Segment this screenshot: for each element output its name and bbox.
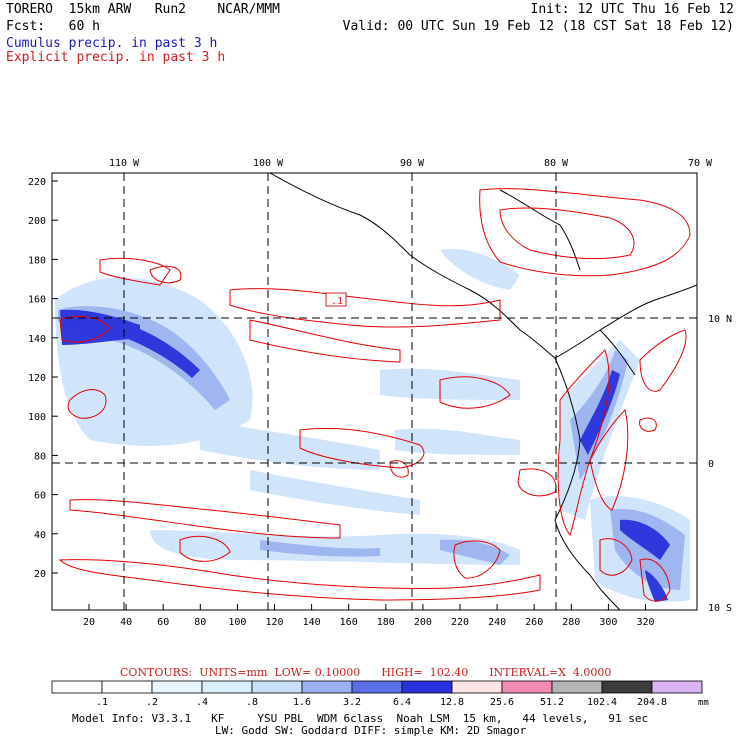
colorbar-unit: mm: [698, 698, 709, 708]
left-tick-label: 120: [28, 373, 46, 384]
lon-label-110w: 110 W: [109, 158, 140, 169]
lon-label-70w: 70 W: [688, 158, 713, 169]
colorbar-label: 102.4: [587, 697, 617, 708]
lat-lon-grid: [52, 173, 697, 610]
colorbar-swatch: [401, 680, 453, 694]
colorbar-label: 3.2: [343, 697, 361, 708]
left-tick-label: 220: [28, 177, 46, 188]
bottom-tick-label: 260: [525, 617, 543, 628]
colorbar: .1 .2 .4 .8 1.6 3.2 6.4 12.8 25.6 51.2 102.4 204.8: [51, 680, 703, 708]
lon-label-100w: 100 W: [253, 158, 284, 169]
colorbar-swatch: [651, 680, 703, 694]
colorbar-swatch: [451, 680, 503, 694]
bottom-tick-label: 320: [636, 617, 654, 628]
bottom-tick-label: 240: [488, 617, 506, 628]
bottom-tick-label: 200: [414, 617, 432, 628]
contour-label: .1: [331, 296, 343, 307]
colorbar-swatch: [301, 680, 353, 694]
colorbar-swatch: [351, 680, 403, 694]
bottom-tick-label: 160: [340, 617, 358, 628]
colorbar-label: 204.8: [637, 697, 667, 708]
left-tick-label: 20: [34, 569, 46, 580]
contour-label-box: [325, 292, 347, 307]
precip-fields: [55, 249, 690, 602]
bottom-tick-label: 60: [157, 617, 169, 628]
left-tick-label: 200: [28, 216, 46, 227]
bottom-tick-label: 140: [303, 617, 321, 628]
bottom-tick-label: 100: [228, 617, 246, 628]
init-time: Init: 12 UTC Thu 16 Feb 12: [530, 2, 735, 17]
bottom-tick-label: 120: [265, 617, 283, 628]
left-tick-label: 60: [34, 491, 46, 502]
lat-label-10n: 10 N: [708, 314, 732, 325]
colorbar-label: 12.8: [440, 697, 464, 708]
colorbar-label: 1.6: [293, 697, 311, 708]
colorbar-swatch: [601, 680, 653, 694]
model-info-line1: Model Info: V3.3.1 KF YSU PBL WDM 6class…: [72, 712, 649, 725]
bottom-tick-label: 220: [451, 617, 469, 628]
lat-label-0: 0: [708, 459, 714, 470]
explicit-contours: [58, 188, 691, 602]
colorbar-swatch: [201, 680, 253, 694]
left-tick-label: 100: [28, 412, 46, 423]
bottom-tick-label: 280: [562, 617, 580, 628]
colorbar-label: .4: [196, 697, 208, 708]
left-tick-label: 160: [28, 295, 46, 306]
colorbar-label: 51.2: [540, 697, 564, 708]
lon-label-80w: 80 W: [544, 158, 569, 169]
bottom-tick-label: 40: [120, 617, 132, 628]
bottom-tick-label: 20: [83, 617, 95, 628]
colorbar-label: .2: [146, 697, 158, 708]
colorbar-swatch: [151, 680, 203, 694]
left-tick-label: 40: [34, 530, 46, 541]
forecast-hour: Fcst: 60 h: [6, 19, 100, 34]
bottom-tick-label: 180: [377, 617, 395, 628]
legend-cumulus: Cumulus precip. in past 3 h: [6, 36, 218, 51]
colorbar-label: .1: [96, 697, 108, 708]
left-tick-label: 80: [34, 451, 46, 462]
left-tick-labels: 220 200 180 160 140 120 100 80 60 40 20: [28, 177, 58, 580]
colorbar-swatch: [101, 680, 153, 694]
colorbar-label: .8: [246, 697, 258, 708]
colorbar-swatch: [251, 680, 303, 694]
model-info-line2: LW: Godd SW: Goddard DIFF: simple KM: 2D…: [215, 724, 527, 737]
legend-explicit: Explicit precip. in past 3 h: [6, 50, 226, 65]
colorbar-swatch: [51, 680, 103, 694]
valid-time: Valid: 00 UTC Sun 19 Feb 12 (18 CST Sat …: [342, 19, 734, 34]
colorbar-swatch: [501, 680, 553, 694]
title-line: TORERO 15km ARW Run2 NCAR/MMM: [6, 2, 280, 17]
colorbar-label: 25.6: [490, 697, 514, 708]
contours-info: CONTOURS: UNITS=mm LOW= 0.10000 HIGH= 10…: [120, 666, 612, 679]
bottom-tick-label: 80: [194, 617, 206, 628]
bottom-tick-label: 300: [599, 617, 617, 628]
lon-label-90w: 90 W: [400, 158, 425, 169]
colorbar-label: 6.4: [393, 697, 411, 708]
bottom-tick-labels: 20 40 60 80 100 120 140 160 180 200 220 240 260 280 30…: [83, 604, 655, 628]
left-tick-label: 140: [28, 334, 46, 345]
plot-frame: [51, 172, 698, 611]
lat-label-10s: 10 S: [708, 603, 732, 614]
colorbar-swatch: [551, 680, 603, 694]
left-tick-label: 180: [28, 255, 46, 266]
coastlines: [269, 173, 697, 610]
